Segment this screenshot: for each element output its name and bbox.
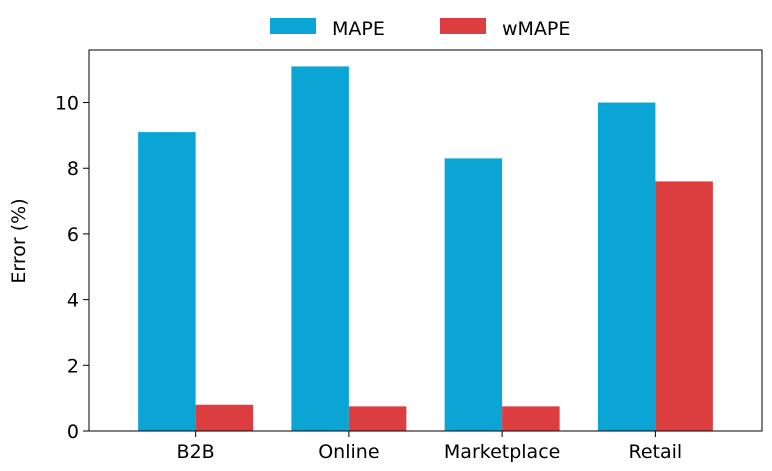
x-axis: B2B Online Marketplace Retail <box>177 431 683 463</box>
x-tick-label: B2B <box>177 441 215 463</box>
x-tick-label: Marketplace <box>444 441 560 463</box>
x-tick-label: Online <box>318 441 379 463</box>
y-axis: 0 2 4 6 8 10 <box>55 93 89 443</box>
bar-mape-marketplace <box>444 158 503 431</box>
y-tick-label: 6 <box>67 224 79 246</box>
bar-wmape-retail <box>655 181 713 431</box>
legend-label-mape: MAPE <box>332 18 385 40</box>
y-tick-label: 4 <box>67 290 79 312</box>
legend-swatch-wmape <box>440 18 486 34</box>
bars <box>138 66 713 432</box>
x-tick-label: Retail <box>629 441 683 463</box>
y-tick-label: 10 <box>55 93 79 115</box>
legend-label-wmape: wMAPE <box>502 18 570 40</box>
legend-swatch-mape <box>270 18 316 34</box>
bar-mape-retail <box>597 102 656 431</box>
bar-wmape-marketplace <box>502 406 560 431</box>
plot-frame <box>88 49 763 432</box>
y-tick-label: 0 <box>67 421 79 443</box>
y-tick-label: 2 <box>67 355 79 377</box>
y-tick-label: 8 <box>67 158 79 180</box>
y-axis-title: Error (%) <box>8 198 30 283</box>
legend: MAPE wMAPE <box>270 18 570 40</box>
bar-wmape-b2b <box>195 404 254 431</box>
bar-wmape-online <box>348 406 407 431</box>
bar-mape-b2b <box>138 132 196 432</box>
bar-mape-online <box>291 66 349 431</box>
